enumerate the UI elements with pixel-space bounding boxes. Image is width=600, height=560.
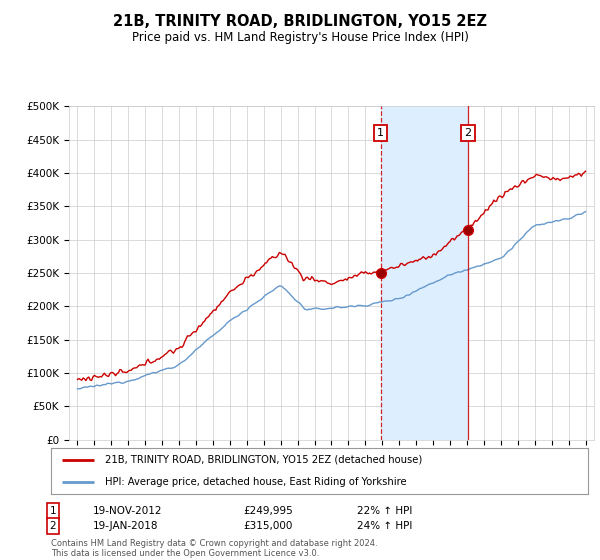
Text: HPI: Average price, detached house, East Riding of Yorkshire: HPI: Average price, detached house, East… <box>105 477 406 487</box>
Text: £315,000: £315,000 <box>243 521 292 531</box>
Bar <box>380 106 468 440</box>
Text: 2: 2 <box>464 128 472 138</box>
Text: Contains HM Land Registry data © Crown copyright and database right 2024.
This d: Contains HM Land Registry data © Crown c… <box>51 539 377 558</box>
Text: 19-NOV-2012: 19-NOV-2012 <box>93 506 163 516</box>
Text: 22% ↑ HPI: 22% ↑ HPI <box>357 506 412 516</box>
Text: 1: 1 <box>377 128 384 138</box>
Text: 1: 1 <box>49 506 56 516</box>
Text: 19-JAN-2018: 19-JAN-2018 <box>93 521 158 531</box>
Text: 21B, TRINITY ROAD, BRIDLINGTON, YO15 2EZ (detached house): 21B, TRINITY ROAD, BRIDLINGTON, YO15 2EZ… <box>105 455 422 465</box>
Text: 24% ↑ HPI: 24% ↑ HPI <box>357 521 412 531</box>
Text: 2: 2 <box>49 521 56 531</box>
Text: £249,995: £249,995 <box>243 506 293 516</box>
Text: Price paid vs. HM Land Registry's House Price Index (HPI): Price paid vs. HM Land Registry's House … <box>131 31 469 44</box>
Text: 21B, TRINITY ROAD, BRIDLINGTON, YO15 2EZ: 21B, TRINITY ROAD, BRIDLINGTON, YO15 2EZ <box>113 14 487 29</box>
